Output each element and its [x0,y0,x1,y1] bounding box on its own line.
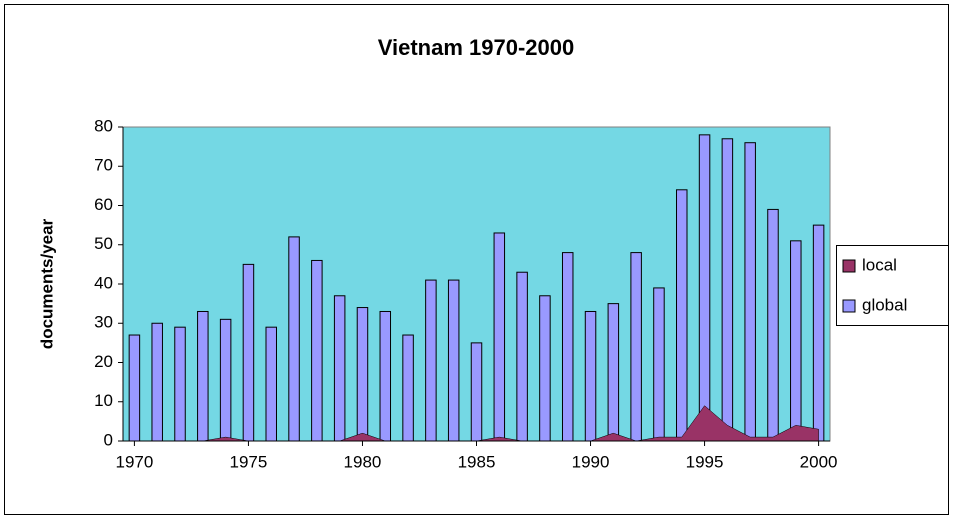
y-tick-label: 70 [94,156,113,175]
plot-area [122,126,831,442]
bar [242,263,255,442]
bar [721,138,734,442]
bar [607,303,620,442]
legend-swatch [842,299,856,313]
y-tick-label: 0 [104,430,113,449]
legend-label: global [862,295,907,314]
y-tick-label: 80 [94,116,113,135]
y-axis-label: documents/year [37,218,56,349]
bar [698,134,711,442]
bar [767,208,779,442]
bar [356,307,369,442]
bar [676,189,688,442]
x-tick-label: 1990 [572,452,610,471]
y-tick-label: 10 [94,391,113,410]
bar [653,287,665,442]
bar [539,295,551,442]
bar [197,310,209,442]
bar [128,334,141,442]
bar [311,259,323,442]
y-tick-label: 30 [94,313,113,332]
bar [630,252,642,442]
bar [219,318,232,442]
bar [151,322,163,442]
bar [265,326,277,442]
bar [561,252,574,442]
chart-title: Vietnam 1970-2000 [378,35,575,60]
bar [812,224,825,442]
bar [402,334,414,442]
y-tick-label: 20 [94,352,113,371]
x-tick-label: 1995 [686,452,724,471]
bar [288,236,300,442]
legend-label: local [862,255,897,274]
bar [790,240,802,442]
bar [447,279,460,442]
x-tick-label: 1980 [344,452,382,471]
bar [744,142,756,442]
x-tick-label: 2000 [800,452,838,471]
bar [174,326,186,442]
bar [584,310,597,442]
bar [493,232,506,442]
bar [425,279,437,442]
x-tick-label: 1985 [458,452,496,471]
x-tick-label: 1970 [115,452,153,471]
bar [379,310,392,442]
y-tick-label: 50 [94,234,113,253]
bar [333,295,346,442]
x-tick-label: 1975 [230,452,268,471]
y-tick-label: 60 [94,195,113,214]
bar [516,271,528,442]
bar [470,342,483,442]
legend-swatch [842,259,856,273]
y-tick-label: 40 [94,273,113,292]
